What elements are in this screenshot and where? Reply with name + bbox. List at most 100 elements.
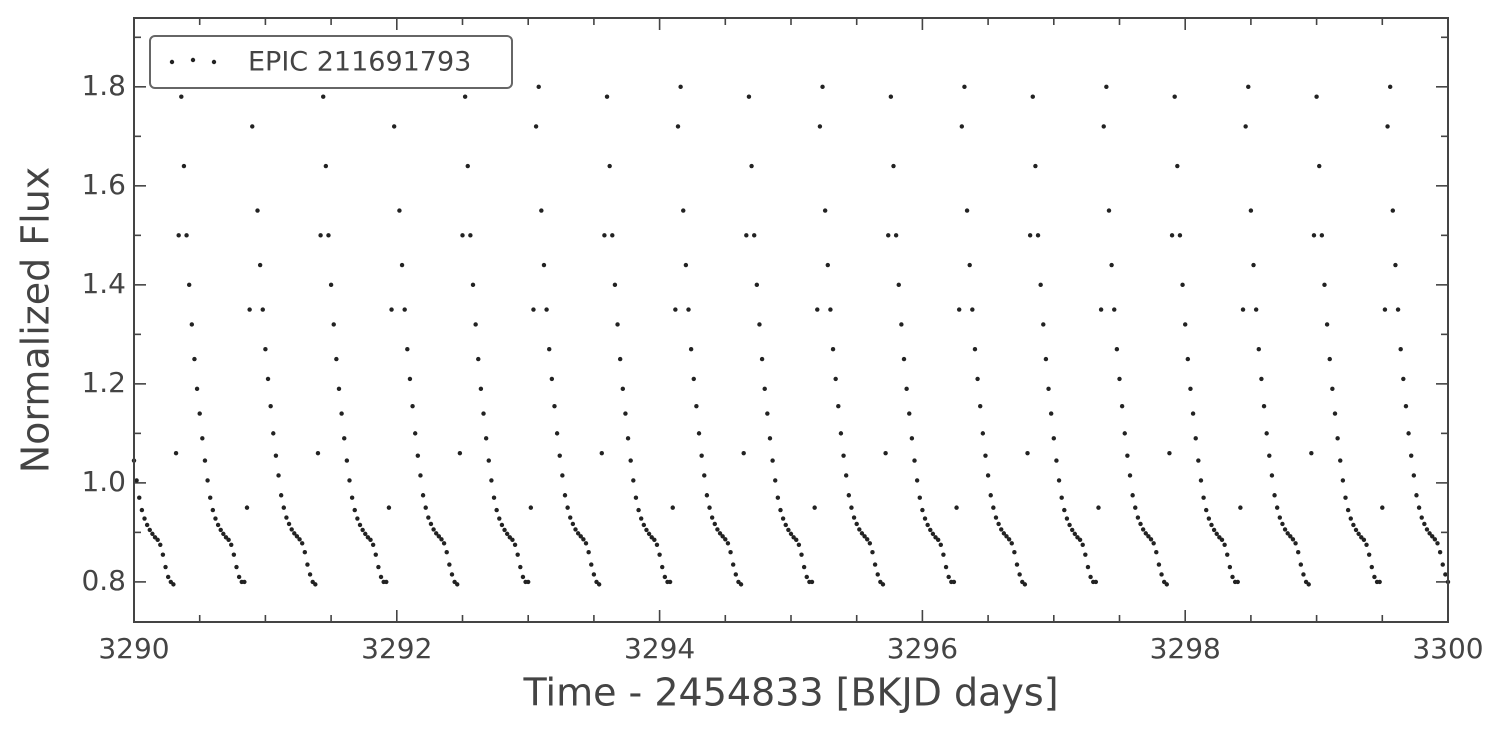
data-point bbox=[294, 534, 300, 539]
data-point bbox=[896, 282, 901, 288]
data-point bbox=[938, 542, 943, 547]
x-tick-label: 3300 bbox=[1412, 632, 1483, 665]
data-point bbox=[205, 478, 210, 483]
data-point bbox=[817, 124, 823, 129]
data-point bbox=[1414, 493, 1419, 498]
data-point bbox=[1143, 531, 1148, 536]
data-point bbox=[197, 411, 202, 416]
data-point bbox=[202, 458, 208, 463]
data-point bbox=[983, 453, 988, 458]
data-point bbox=[1424, 527, 1430, 532]
data-point bbox=[901, 356, 907, 362]
data-point bbox=[914, 478, 920, 483]
data-point bbox=[985, 473, 991, 478]
data-point bbox=[226, 537, 231, 543]
data-point bbox=[234, 564, 239, 570]
data-point bbox=[221, 531, 226, 537]
data-point bbox=[1288, 534, 1293, 539]
data-point bbox=[336, 386, 342, 392]
data-point bbox=[865, 537, 870, 542]
data-point bbox=[688, 347, 694, 352]
data-point bbox=[539, 208, 544, 213]
data-point bbox=[1085, 564, 1091, 570]
data-point bbox=[738, 582, 744, 587]
data-point bbox=[1093, 579, 1099, 585]
data-point bbox=[321, 94, 326, 99]
data-point bbox=[959, 124, 965, 129]
y-tick-label: 1.0 bbox=[81, 465, 126, 498]
data-point bbox=[218, 527, 223, 533]
data-point bbox=[1430, 534, 1435, 539]
data-point bbox=[552, 403, 557, 409]
data-point bbox=[673, 307, 678, 312]
data-point bbox=[1322, 282, 1327, 288]
data-point bbox=[213, 516, 218, 521]
data-point bbox=[305, 562, 310, 567]
data-point bbox=[423, 505, 428, 510]
data-point bbox=[1366, 552, 1372, 557]
data-point bbox=[696, 431, 702, 436]
data-point bbox=[386, 505, 392, 510]
data-point bbox=[331, 322, 336, 327]
data-point bbox=[954, 505, 959, 510]
data-point bbox=[349, 495, 355, 500]
data-point bbox=[144, 522, 150, 528]
data-point bbox=[988, 493, 993, 498]
data-point bbox=[142, 516, 147, 521]
data-point bbox=[907, 411, 912, 416]
data-point bbox=[444, 549, 449, 555]
data-point bbox=[573, 527, 578, 532]
data-point bbox=[299, 541, 305, 546]
data-point bbox=[1048, 411, 1054, 416]
data-point bbox=[660, 564, 665, 570]
data-point bbox=[339, 411, 344, 416]
data-point bbox=[725, 541, 731, 546]
data-point bbox=[783, 522, 788, 528]
data-point bbox=[809, 579, 815, 585]
data-point bbox=[526, 579, 531, 585]
data-point bbox=[1051, 436, 1057, 441]
data-point bbox=[1309, 450, 1314, 456]
data-point bbox=[1180, 282, 1185, 288]
data-point bbox=[733, 572, 739, 577]
data-point bbox=[449, 572, 455, 577]
data-point bbox=[1041, 322, 1046, 327]
data-point bbox=[1206, 516, 1212, 521]
data-point bbox=[284, 515, 289, 520]
data-point bbox=[415, 453, 421, 458]
data-point bbox=[1033, 163, 1038, 169]
data-point bbox=[307, 572, 313, 577]
data-point bbox=[1338, 458, 1343, 463]
data-point bbox=[1030, 94, 1035, 99]
data-point bbox=[186, 282, 192, 288]
data-point bbox=[1335, 436, 1340, 441]
data-point bbox=[586, 549, 591, 555]
data-point bbox=[134, 478, 139, 483]
data-point bbox=[599, 450, 604, 456]
data-point bbox=[231, 552, 237, 557]
data-point bbox=[544, 307, 549, 312]
data-point bbox=[730, 562, 736, 567]
data-point bbox=[1148, 537, 1154, 542]
data-point bbox=[591, 572, 597, 577]
data-point bbox=[1267, 453, 1272, 458]
data-point bbox=[1209, 522, 1214, 528]
data-point bbox=[770, 458, 775, 463]
data-point bbox=[1240, 307, 1246, 312]
data-point bbox=[476, 356, 481, 362]
data-point bbox=[1409, 453, 1414, 458]
data-point bbox=[1117, 376, 1122, 382]
data-point bbox=[1125, 453, 1130, 458]
data-point bbox=[1146, 534, 1151, 539]
data-point bbox=[899, 322, 904, 327]
data-point bbox=[922, 516, 928, 521]
data-point bbox=[418, 473, 423, 478]
data-point bbox=[384, 579, 389, 585]
data-point bbox=[491, 495, 497, 500]
data-point bbox=[759, 356, 765, 362]
data-point bbox=[928, 527, 933, 533]
data-point bbox=[1427, 531, 1432, 536]
y-axis-label: Normalized Flux bbox=[14, 167, 58, 474]
data-point bbox=[1372, 574, 1377, 580]
